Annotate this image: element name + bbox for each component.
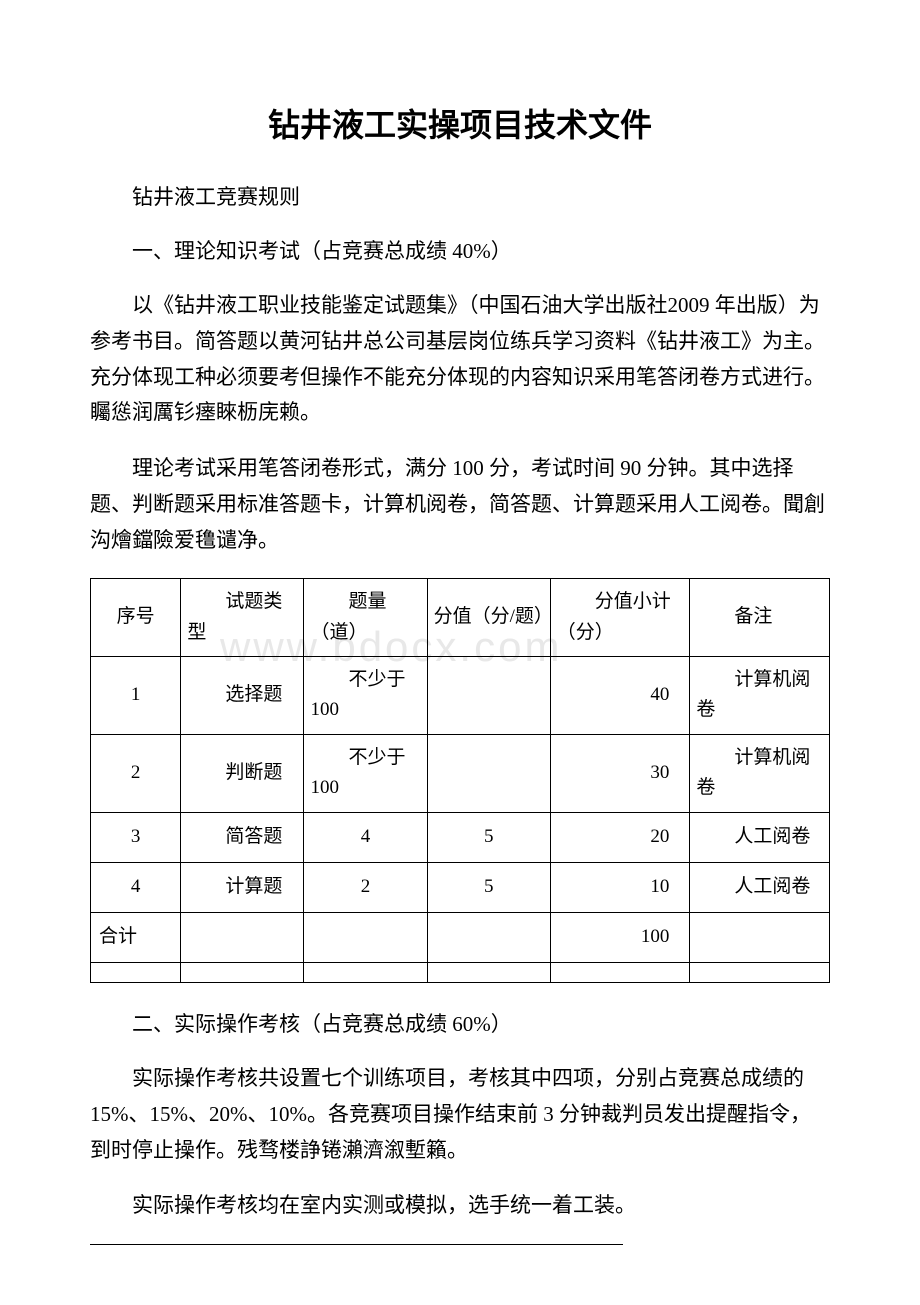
paragraph-2: 理论考试采用笔答闭卷形式，满分 100 分，考试时间 90 分钟。其中选择题、判… — [90, 451, 830, 558]
cell-type: 简答题 — [181, 812, 304, 862]
paragraph-3: 实际操作考核共设置七个训练项目，考核其中四项，分别占竞赛总成绩的 15%、15%… — [90, 1061, 830, 1168]
cell-score: 5 — [427, 812, 550, 862]
header-seq: 序号 — [91, 579, 181, 657]
document-content: 钻井液工实操项目技术文件 钻井液工竞赛规则 一、理论知识考试（占竞赛总成绩 40… — [90, 100, 830, 1245]
score-table: 序号 试题类型 题量（道） 分值（分/题） 分值小计（分） 备注 1 选择题 不… — [90, 578, 830, 982]
cell-note: 计算机阅卷 — [690, 734, 830, 812]
table-empty-row — [91, 962, 830, 982]
cell-seq: 2 — [91, 734, 181, 812]
paragraph-1: 以《钻井液工职业技能鉴定试题集》（中国石油大学出版社2009 年出版）为参考书目… — [90, 288, 830, 431]
cell-subtotal: 30 — [550, 734, 690, 812]
empty-cell — [181, 962, 304, 982]
table-row: 合计 100 — [91, 912, 830, 962]
table-header-row: 序号 试题类型 题量（道） 分值（分/题） 分值小计（分） 备注 — [91, 579, 830, 657]
cell-seq: 合计 — [91, 912, 181, 962]
cell-qty — [304, 912, 427, 962]
table-row: 3 简答题 4 5 20 人工阅卷 — [91, 812, 830, 862]
cell-subtotal: 100 — [550, 912, 690, 962]
cell-score — [427, 656, 550, 734]
table-body: 1 选择题 不少于 100 40 计算机阅卷 2 判断题 不少于 100 30 … — [91, 656, 830, 982]
cell-qty: 2 — [304, 862, 427, 912]
cell-subtotal: 40 — [550, 656, 690, 734]
header-type: 试题类型 — [181, 579, 304, 657]
cell-type: 判断题 — [181, 734, 304, 812]
cell-score — [427, 734, 550, 812]
empty-cell — [427, 962, 550, 982]
cell-seq: 1 — [91, 656, 181, 734]
cell-subtotal: 20 — [550, 812, 690, 862]
empty-cell — [690, 962, 830, 982]
document-title: 钻井液工实操项目技术文件 — [90, 100, 830, 151]
cell-note: 计算机阅卷 — [690, 656, 830, 734]
cell-note — [690, 912, 830, 962]
header-subtotal: 分值小计（分） — [550, 579, 690, 657]
table-row: 4 计算题 2 5 10 人工阅卷 — [91, 862, 830, 912]
cell-type: 选择题 — [181, 656, 304, 734]
cell-qty: 不少于 100 — [304, 734, 427, 812]
cell-score: 5 — [427, 862, 550, 912]
empty-cell — [91, 962, 181, 982]
table-container: www.bdocx.com 序号 试题类型 题量（道） 分值（分/题） 分值小计… — [90, 578, 830, 982]
cell-type: 计算题 — [181, 862, 304, 912]
cell-seq: 4 — [91, 862, 181, 912]
footer-rule — [90, 1244, 623, 1245]
section-1-heading: 一、理论知识考试（占竞赛总成绩 40%） — [90, 235, 830, 269]
empty-cell — [304, 962, 427, 982]
cell-subtotal: 10 — [550, 862, 690, 912]
cell-seq: 3 — [91, 812, 181, 862]
paragraph-4: 实际操作考核均在室内实测或模拟，选手统一着工装。 — [90, 1188, 830, 1224]
table-row: 2 判断题 不少于 100 30 计算机阅卷 — [91, 734, 830, 812]
header-note: 备注 — [690, 579, 830, 657]
subtitle: 钻井液工竞赛规则 — [90, 181, 830, 215]
cell-note: 人工阅卷 — [690, 862, 830, 912]
cell-score — [427, 912, 550, 962]
section-2-heading: 二、实际操作考核（占竞赛总成绩 60%） — [90, 1008, 830, 1042]
header-score: 分值（分/题） — [427, 579, 550, 657]
header-qty: 题量（道） — [304, 579, 427, 657]
cell-qty: 4 — [304, 812, 427, 862]
empty-cell — [550, 962, 690, 982]
table-row: 1 选择题 不少于 100 40 计算机阅卷 — [91, 656, 830, 734]
cell-qty: 不少于 100 — [304, 656, 427, 734]
cell-note: 人工阅卷 — [690, 812, 830, 862]
cell-type — [181, 912, 304, 962]
